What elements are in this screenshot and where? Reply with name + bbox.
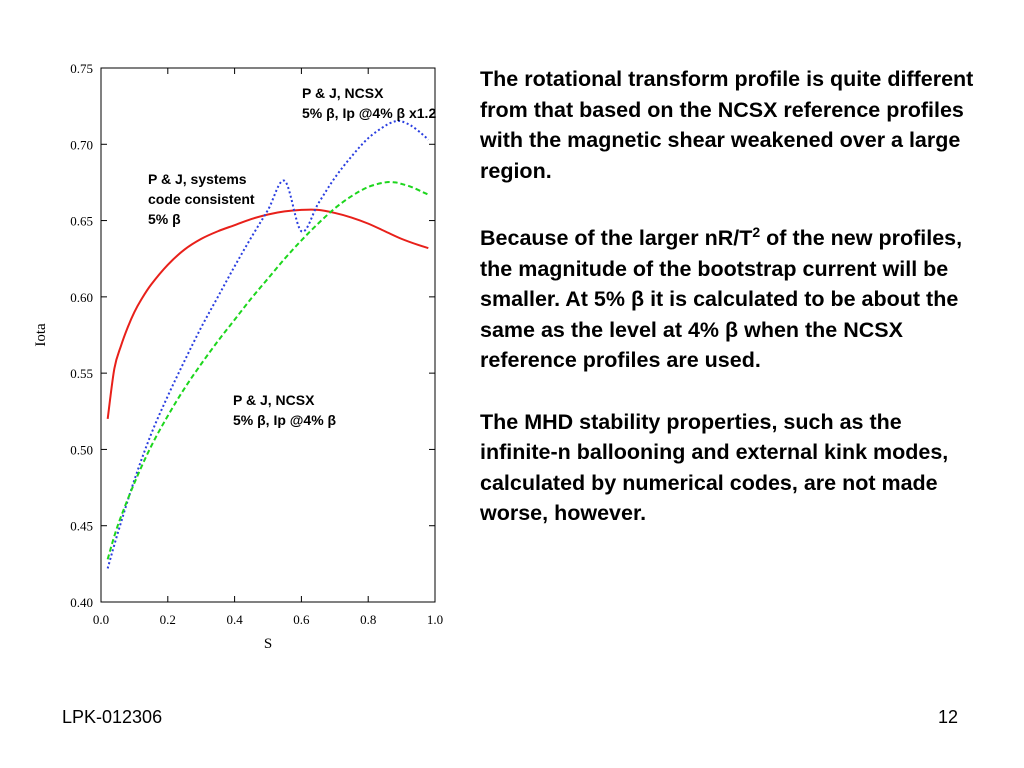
x-tick-label: 0.8	[360, 612, 376, 627]
x-tick-labels: 0.0 0.2 0.4 0.6 0.8 1.0	[93, 612, 443, 627]
plot-frame	[100, 67, 436, 603]
x-axis-title: S	[264, 636, 272, 652]
svg-text:P & J, NCSX: P & J, NCSX	[233, 392, 315, 408]
svg-text:code consistent: code consistent	[148, 191, 255, 207]
footer-id: LPK-012306	[62, 707, 163, 727]
iota-chart: 0.0 0.2 0.4 0.6 0.8 1.0 0.400.450.500.550.600…	[33, 61, 443, 652]
annotation-pj-systems-code: P & J, systems code consistent 5% β	[148, 171, 255, 227]
x-tick-marks	[100, 68, 436, 602]
paragraph-rotational-transform: The rotational transform profile is quit…	[480, 67, 974, 183]
series-line-0	[106, 208, 429, 420]
x-tick-label: 0.6	[293, 612, 310, 627]
superscript: 2	[752, 224, 761, 240]
svg-text:5% β: 5% β	[148, 211, 181, 227]
x-tick-label: 0.0	[93, 612, 109, 627]
y-tick-marks	[101, 67, 435, 603]
paragraph-mhd-stability: The MHD stability properties, such as th…	[480, 409, 949, 526]
annotation-pj-ncsx: P & J, NCSX 5% β, Ip @4% β	[233, 392, 337, 428]
y-tick-label: 0.50	[70, 442, 93, 457]
series-lines	[106, 119, 429, 569]
paragraph-2-after: of the new profiles, the magnitude of th…	[480, 226, 963, 373]
svg-text:5% β, Ip @4% β: 5% β, Ip @4% β	[233, 412, 337, 428]
y-tick-label: 0.65	[70, 214, 93, 229]
paragraph-bootstrap-current: Because of the larger nR/T2 of the new p…	[480, 217, 980, 376]
svg-text:P & J, NCSX: P & J, NCSX	[302, 85, 384, 101]
page-number: 12	[938, 707, 959, 727]
y-tick-label: 0.45	[70, 519, 93, 534]
y-tick-label: 0.75	[70, 61, 93, 76]
y-tick-label: 0.40	[70, 595, 93, 610]
y-tick-labels: 0.40 0.45 0.50 0.55 0.60 0.65 0.70 0.75	[70, 61, 93, 610]
y-axis-title: Iota	[33, 323, 49, 347]
annotation-pj-ncsx-x1-2: P & J, NCSX 5% β, Ip @4% β x1.2	[302, 85, 436, 121]
y-tick-label: 0.70	[70, 137, 93, 152]
svg-text:5% β, Ip @4% β x1.2: 5% β, Ip @4% β x1.2	[302, 105, 436, 121]
slide-text: The rotational transform profile is quit…	[480, 64, 980, 529]
series-line-2	[106, 181, 429, 560]
svg-text:P & J, systems: P & J, systems	[148, 171, 247, 187]
y-tick-label: 0.55	[70, 366, 93, 381]
x-tick-label: 1.0	[427, 612, 443, 627]
series-line-1	[106, 119, 429, 569]
x-tick-label: 0.2	[160, 612, 176, 627]
x-tick-label: 0.4	[226, 612, 243, 627]
y-tick-label: 0.60	[70, 290, 93, 305]
paragraph-2-before: Because of the larger nR/T	[480, 226, 753, 251]
